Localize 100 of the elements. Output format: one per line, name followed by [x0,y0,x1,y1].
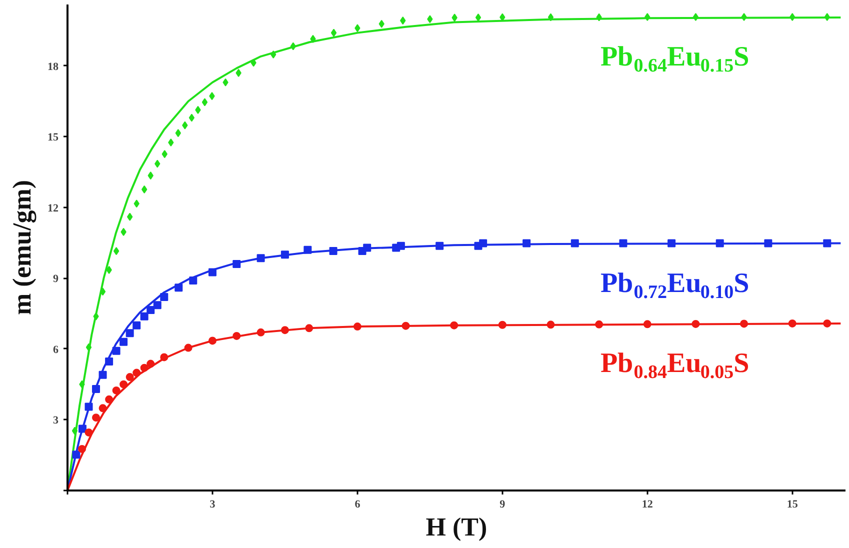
point [72,450,80,459]
x-tick-label: 3 [210,498,216,510]
point [452,14,458,22]
point [522,239,531,248]
point [120,380,128,388]
x-tick-label: 9 [500,498,506,510]
point [84,428,93,436]
point [188,114,195,122]
point [619,239,628,248]
point [250,58,256,67]
y-tick-label: 3 [53,414,59,427]
point [153,301,162,310]
point [329,247,338,256]
point [209,92,215,100]
point [498,320,506,329]
x-axis-title: H (T) [426,512,488,542]
point [232,260,241,268]
point [112,386,120,394]
point [105,395,114,404]
point [92,385,100,394]
x-tick-label: 6 [354,498,361,510]
point [189,276,198,285]
point [400,16,406,25]
point [402,322,410,330]
point [98,370,107,379]
point [154,160,160,168]
point [788,319,796,328]
point [146,360,155,368]
point [740,320,748,328]
point [120,228,126,236]
point [92,414,100,422]
x-tick-label: 12 [642,498,654,510]
point [175,129,181,138]
point [126,329,134,338]
point [546,320,555,329]
point [304,246,312,254]
point [256,254,265,262]
point [127,212,133,221]
x-tick-label: 15 [786,498,798,510]
point [140,312,148,320]
point [290,42,296,50]
point [692,13,699,22]
y-tick-label: 9 [53,273,59,286]
y-tick-label: 18 [48,60,59,73]
point [79,380,85,388]
line-series [68,322,842,490]
point [132,368,141,377]
y-axis-title: m (emu/gm) [8,180,36,316]
point [396,242,405,250]
point [570,239,579,248]
point [644,13,650,22]
point [280,326,289,334]
point [353,322,362,331]
point [120,338,128,346]
point [824,13,830,22]
point [106,266,112,274]
point [84,402,93,411]
point [174,284,183,292]
point [132,321,141,330]
point [595,320,604,328]
point [479,239,488,248]
point [354,24,360,32]
point [330,28,337,37]
point [692,320,700,328]
point [202,98,208,106]
point [236,68,242,77]
point [195,106,201,114]
point [142,185,148,194]
point [548,13,554,22]
y-tick-label: 15 [48,132,59,144]
point [716,239,724,248]
point [148,172,154,180]
point [823,319,832,328]
point [643,320,652,328]
point [790,13,796,22]
point [436,242,444,250]
point [741,13,747,22]
point [208,268,216,276]
point [98,404,107,412]
point [823,239,832,248]
y-tick-label: 6 [53,344,59,356]
point [222,78,228,86]
point [256,328,265,336]
point [146,306,155,314]
point [305,324,314,332]
point [232,332,241,340]
point [140,364,148,372]
point [270,50,276,59]
point [596,13,602,22]
point [184,344,192,352]
point [78,444,86,453]
point [72,426,78,435]
point [78,424,86,433]
point [764,239,772,248]
point [475,13,482,22]
point [105,357,114,366]
point [160,353,168,362]
point [310,34,316,43]
point [162,150,168,158]
point [280,250,289,259]
